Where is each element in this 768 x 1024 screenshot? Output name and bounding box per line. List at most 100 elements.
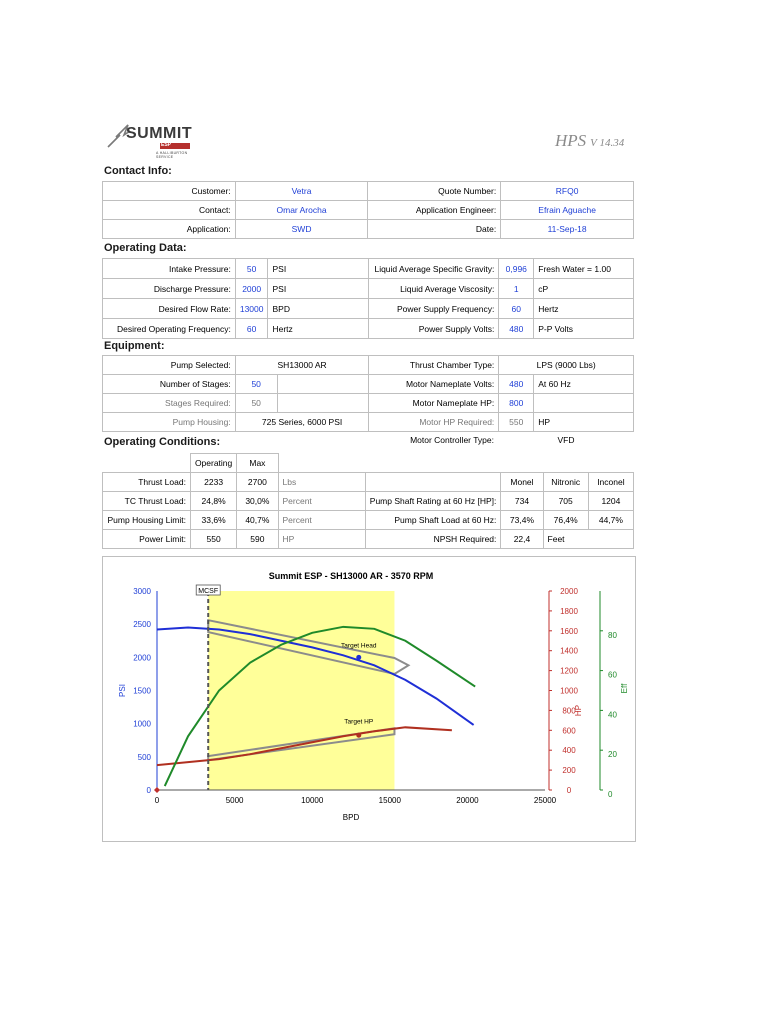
thrust-load-max: 2700 <box>236 472 279 492</box>
col-monel: Monel <box>500 472 544 492</box>
table-row: Pump Housing Limit: 33,6% 40,7% Percent … <box>102 510 635 530</box>
intake-label: Intake Pressure: <box>102 258 236 279</box>
discharge-value[interactable]: 2000 <box>234 278 269 299</box>
tc-thrust-label: TC Thrust Load: <box>102 491 191 511</box>
target-hp-label: Target HP <box>344 718 373 725</box>
hp-tick-label: 400 <box>562 746 576 755</box>
power-limit-label: Power Limit: <box>102 529 191 549</box>
table-row: Application: SWD Date: 11-Sep-18 <box>102 219 634 239</box>
motor-hp-value[interactable]: 800 <box>498 393 535 413</box>
date-value[interactable]: 11-Sep-18 <box>500 219 634 239</box>
col-nitronic: Nitronic <box>542 472 589 492</box>
power-limit-unit: HP <box>277 529 366 549</box>
hp-tick-label: 1200 <box>560 667 578 676</box>
eff-tick-label: 20 <box>608 750 617 759</box>
left-tick-label: 1000 <box>133 720 151 729</box>
thrust-load-unit: Lbs <box>277 472 366 492</box>
target-head-point <box>356 654 362 660</box>
intake-unit: PSI <box>267 258 370 279</box>
col-inconel: Inconel <box>587 472 635 492</box>
shaft-rating-monel: 734 <box>500 491 544 511</box>
eff-tick-label: 0 <box>608 790 613 799</box>
hp-tick-label: 1000 <box>560 687 578 696</box>
col-operating: Operating <box>189 453 238 473</box>
viscosity-value[interactable]: 1 <box>498 278 535 299</box>
supply-frequency-unit: Hertz <box>533 298 634 319</box>
pump-selected-value[interactable]: SH13000 AR <box>234 355 370 375</box>
contact-value[interactable]: Omar Arocha <box>234 200 369 220</box>
mcsf-label: MCSF <box>198 588 218 595</box>
housing-limit-max: 40,7% <box>236 510 279 530</box>
discharge-label: Discharge Pressure: <box>102 278 236 299</box>
mcsf-label-box <box>195 584 221 596</box>
operating-frequency-value[interactable]: 60 <box>234 318 269 339</box>
logo-swoosh-icon <box>107 124 131 148</box>
operating-data-title: Operating Data: <box>104 242 187 254</box>
operating-conditions-title: Operating Conditions: <box>104 436 221 448</box>
supply-volts-value[interactable]: 480 <box>498 318 535 339</box>
shaft-load-monel: 73,4% <box>500 510 544 530</box>
customer-label: Customer: <box>102 181 236 201</box>
date-label: Date: <box>367 219 502 239</box>
application-value[interactable]: SWD <box>234 219 369 239</box>
discharge-unit: PSI <box>267 278 370 299</box>
housing-limit-label: Pump Housing Limit: <box>102 510 191 530</box>
left-tick-label: 0 <box>147 786 152 795</box>
logo-word: SUMMIT <box>126 125 193 142</box>
summit-logo: SUMMIT ESP A HALLIBURTON SERVICE <box>106 123 196 159</box>
tc-thrust-max: 30,0% <box>236 491 279 511</box>
table-row: Contact: Omar Arocha Application Enginee… <box>102 200 634 220</box>
stages-label: Number of Stages: <box>102 374 236 394</box>
gravity-label: Liquid Average Specific Gravity: <box>368 258 500 279</box>
npsh-label: NPSH Required: <box>364 529 502 549</box>
motor-volts-unit: At 60 Hz <box>533 374 634 394</box>
x-tick-label: 0 <box>155 796 160 805</box>
left-tick-label: 2000 <box>133 653 151 662</box>
thrust-chamber-value[interactable]: LPS (9000 Lbs) <box>498 355 634 375</box>
left-tick-label: 2500 <box>133 620 151 629</box>
x-axis-label: BPD <box>343 813 360 822</box>
hp-tick-label: 800 <box>562 706 576 715</box>
customer-value[interactable]: Vetra <box>234 181 369 201</box>
table-row: Thrust Load: 2233 2700 Lbs Monel Nitroni… <box>102 472 635 492</box>
pump-curve-svg: Summit ESP - SH13000 AR - 3570 RPM 0 500 10… <box>118 571 629 822</box>
operating-range-band <box>208 591 395 790</box>
eff-tick-label: 60 <box>608 671 617 680</box>
col-max: Max <box>236 453 279 473</box>
thrust-load-label: Thrust Load: <box>102 472 191 492</box>
engineer-value[interactable]: Efrain Aguache <box>500 200 634 220</box>
supply-volts-label: Power Supply Volts: <box>368 318 500 339</box>
tc-thrust-operating: 24,8% <box>189 491 238 511</box>
supply-frequency-value[interactable]: 60 <box>498 298 535 319</box>
table-row: Number of Stages: 50 Motor Nameplate Vol… <box>102 374 634 394</box>
controller-value[interactable]: VFD <box>557 435 575 445</box>
engineer-label: Application Engineer: <box>367 200 502 220</box>
hp-tick-label: 600 <box>562 726 576 735</box>
intake-value[interactable]: 50 <box>234 258 269 279</box>
pump-housing-value[interactable]: 725 Series, 6000 PSI <box>234 412 370 432</box>
tc-thrust-unit: Percent <box>277 491 366 511</box>
stages-value[interactable]: 50 <box>234 374 278 394</box>
logo-sub: A HALLIBURTON SERVICE <box>156 151 188 159</box>
pump-housing-label: Pump Housing: <box>102 412 236 432</box>
motor-volts-value[interactable]: 480 <box>498 374 535 394</box>
left-axis-label: PSI <box>118 684 127 697</box>
target-hp-point <box>356 732 362 738</box>
hp-tick-label: 1400 <box>560 647 578 656</box>
quote-value[interactable]: RFQ0 <box>500 181 634 201</box>
table-row: Discharge Pressure: 2000 PSI Liquid Aver… <box>102 278 634 299</box>
hp-required-label: Motor HP Required: <box>368 412 500 432</box>
contact-label: Contact: <box>102 200 236 220</box>
gravity-value[interactable]: 0,996 <box>498 258 535 279</box>
supply-volts-unit: P-P Volts <box>533 318 634 339</box>
left-tick-label: 3000 <box>133 587 151 596</box>
hp-required-unit: HP <box>533 412 634 432</box>
motor-volts-label: Motor Nameplate Volts: <box>368 374 500 394</box>
thrust-load-operating: 2233 <box>189 472 238 492</box>
operating-frequency-unit: Hertz <box>267 318 370 339</box>
supply-frequency-label: Power Supply Frequency: <box>368 298 500 319</box>
flow-rate-value[interactable]: 13000 <box>234 298 269 319</box>
chart-title: Summit ESP - SH13000 AR - 3570 RPM <box>269 571 434 581</box>
contact-info-title: Contact Info: <box>104 165 172 177</box>
table-row: Stages Required: 50 Motor Nameplate HP: … <box>102 393 634 413</box>
